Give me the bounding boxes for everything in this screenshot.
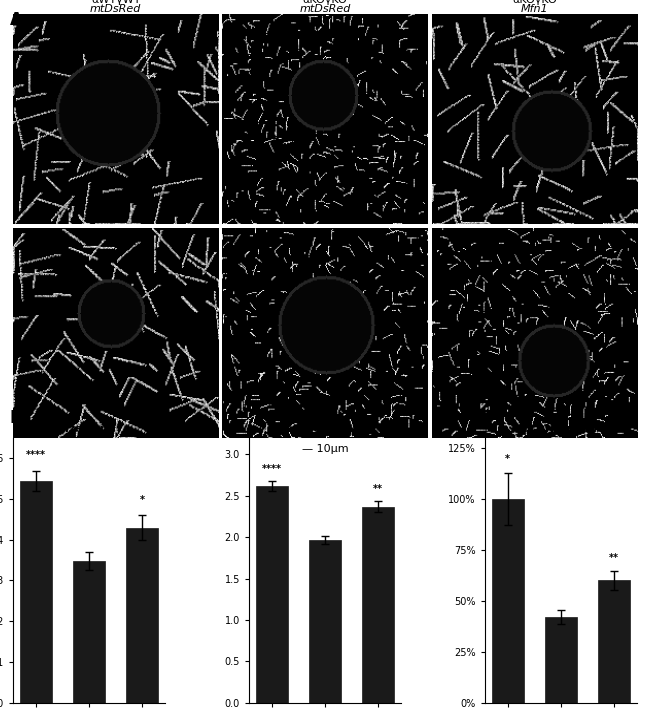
Text: ****: **** <box>262 465 282 475</box>
Bar <box>126 528 159 703</box>
Text: *: * <box>505 455 510 465</box>
Text: C: C <box>478 409 491 427</box>
Text: *: * <box>140 495 145 505</box>
Text: A: A <box>10 11 23 29</box>
Bar <box>309 540 341 703</box>
Text: B: B <box>10 409 22 427</box>
Bar <box>598 581 630 703</box>
Bar <box>20 480 52 703</box>
Text: mtDsRed: mtDsRed <box>299 4 351 14</box>
Title: Perimeter (μm): Perimeter (μm) <box>277 424 373 435</box>
Bar <box>545 617 577 703</box>
Text: mtDsRed: mtDsRed <box>90 4 141 14</box>
Bar <box>256 486 288 703</box>
Text: αKOγKO: αKOγKO <box>303 0 347 5</box>
Text: — 10μm: — 10μm <box>302 444 348 454</box>
Text: ****: **** <box>26 450 46 460</box>
Bar <box>491 499 524 703</box>
Text: **: ** <box>373 484 384 494</box>
Bar <box>73 561 105 703</box>
Title: Size (μm²): Size (μm²) <box>57 424 122 435</box>
Text: αKOγKO: αKOγKO <box>512 0 557 5</box>
Title: mtDNA/nDNA: mtDNA/nDNA <box>519 424 603 435</box>
Text: αWTγWT: αWTγWT <box>91 0 140 5</box>
Text: Mfn1: Mfn1 <box>521 4 548 14</box>
Text: **: ** <box>609 553 619 563</box>
Bar <box>362 507 394 703</box>
